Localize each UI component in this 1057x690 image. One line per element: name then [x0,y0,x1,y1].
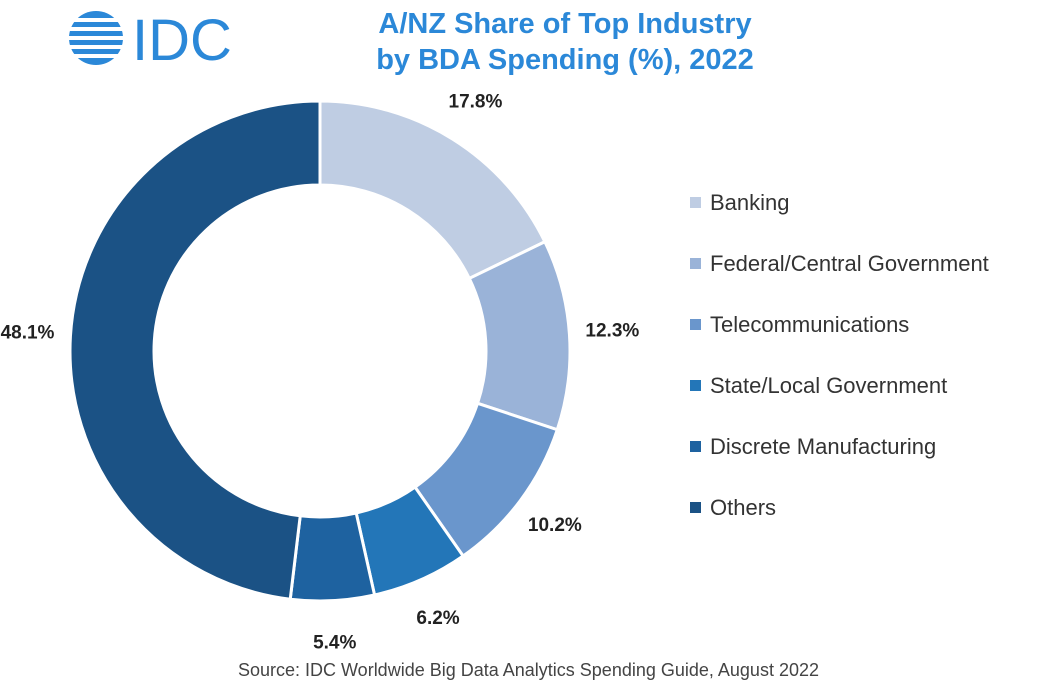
chart-title: A/NZ Share of Top Industry by BDA Spendi… [330,6,800,78]
legend-item-banking: Banking [690,172,1050,233]
idc-logo: IDC [66,8,232,68]
logo-text: IDC [132,8,232,68]
donut-slice-others [68,99,322,601]
globe-icon [66,11,128,65]
legend-swatch [690,441,701,452]
legend-swatch [690,197,701,208]
legend-swatch [690,502,701,513]
legend-label: Others [710,494,777,520]
chart-legend: Banking Federal/Central Government Telecom… [690,172,1050,538]
slice-label-others: 48.1% [1,323,55,344]
legend-item-telecommunications: Telecommunications [690,294,1050,355]
legend-label: Telecommunications [710,311,910,337]
slice-label-state-local-government: 6.2% [416,608,459,629]
slice-label-discrete-manufacturing: 5.4% [313,633,356,654]
legend-item-state-local-government: State/Local Government [690,355,1050,416]
chart-title-line-1: A/NZ Share of Top Industry [378,8,752,40]
donut-slices [68,99,572,603]
slice-label-federal-central-government: 12.3% [585,321,639,342]
legend-swatch [690,258,701,269]
legend-label: Banking [710,189,790,215]
slice-label-banking: 17.8% [449,92,503,113]
slice-label-telecommunications: 10.2% [528,515,582,536]
chart-title-line-2: by BDA Spending (%), 2022 [376,44,754,76]
source-note: Source: IDC Worldwide Big Data Analytics… [237,660,819,680]
donut-slice-federal-central-government [467,239,572,432]
legend-label: Discrete Manufacturing [710,433,937,459]
legend-item-federal-central-government: Federal/Central Government [690,233,1050,294]
donut-slice-banking [318,99,547,281]
legend-swatch [690,319,701,330]
slice-labels: 17.8% 12.3% 10.2% 6.2% 5.4% 48.1% [1,92,640,654]
legend-swatch [690,380,701,391]
legend-item-others: Others [690,477,1050,538]
legend-item-discrete-manufacturing: Discrete Manufacturing [690,416,1050,477]
legend-label: Federal/Central Government [710,250,989,276]
legend-label: State/Local Government [710,372,948,398]
